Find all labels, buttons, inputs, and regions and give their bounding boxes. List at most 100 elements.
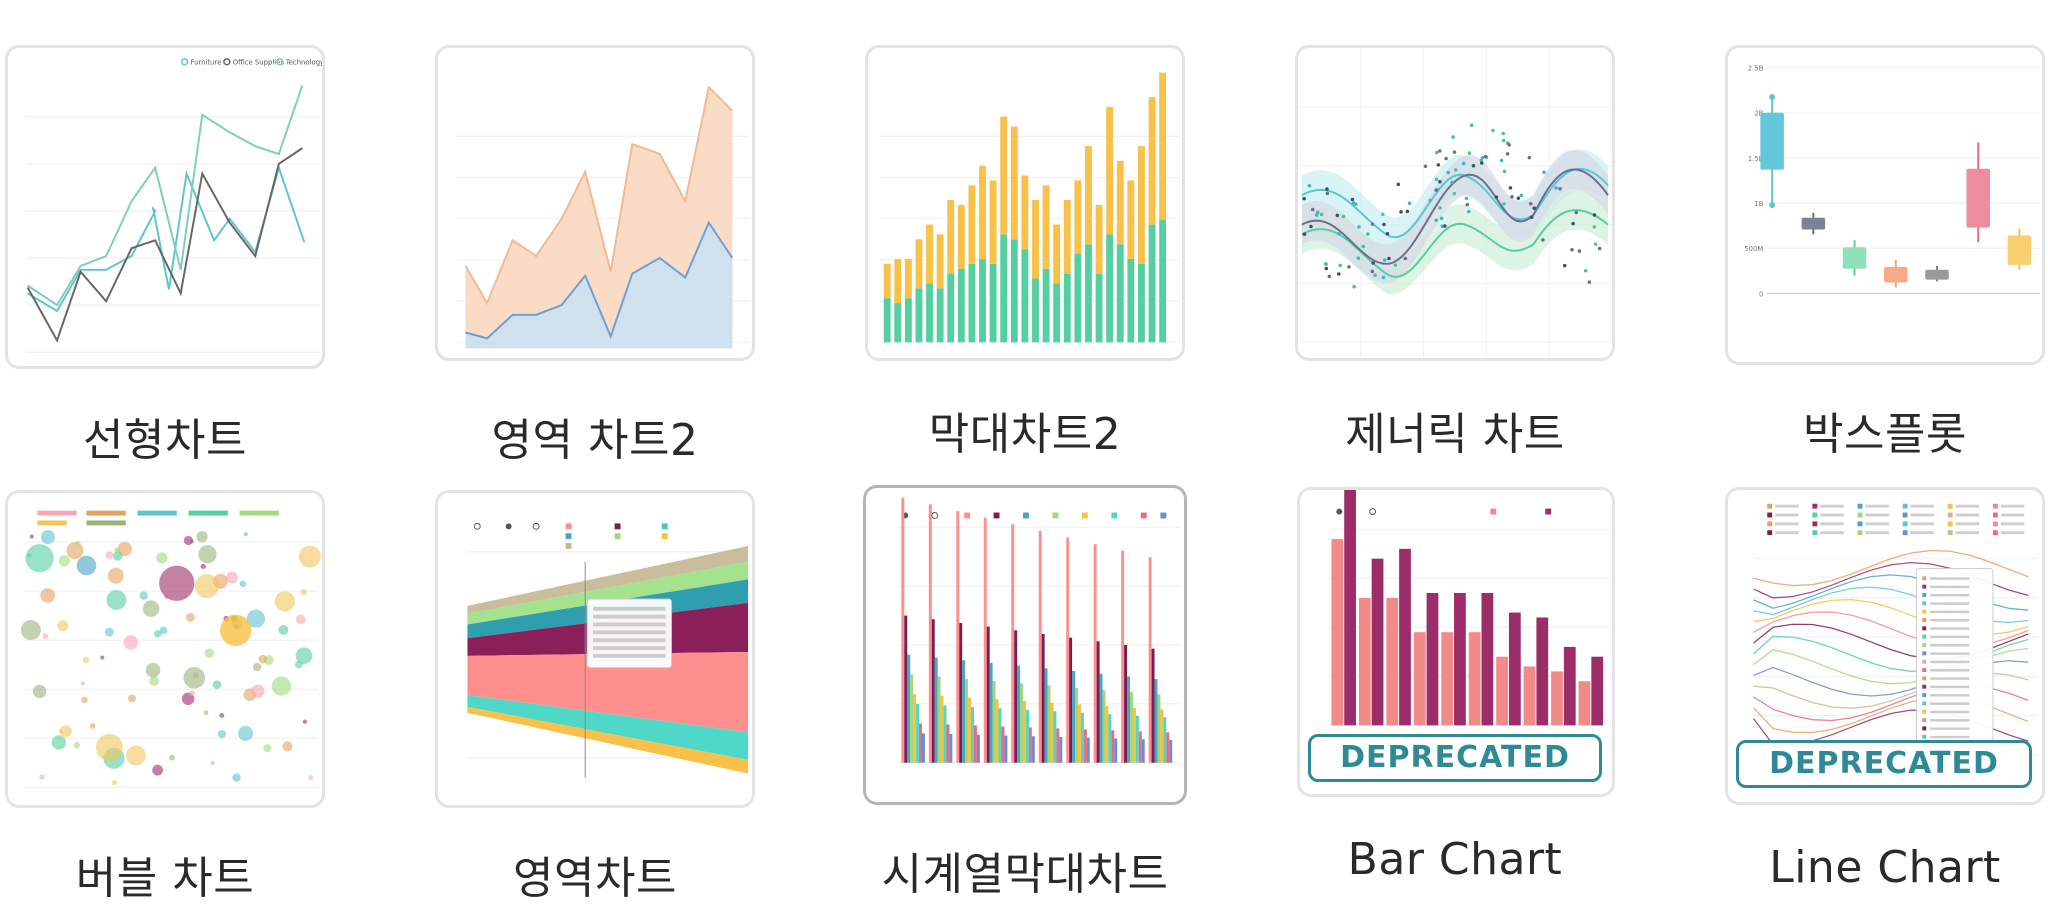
legend-label-placeholder [1865, 531, 1889, 535]
bar [1066, 537, 1070, 763]
bar-segment [883, 298, 891, 343]
chart-card-area[interactable] [435, 490, 755, 808]
chart-card-generic[interactable] [1295, 45, 1615, 361]
bar [1031, 736, 1035, 763]
tooltip-row [1930, 602, 1970, 605]
bar [1536, 617, 1549, 726]
tooltip-swatch [1922, 734, 1927, 739]
bar [968, 697, 972, 763]
bubble [25, 544, 54, 573]
legend-label-placeholder [1955, 504, 1980, 508]
bar-segment [1000, 116, 1008, 235]
bar-segment [1042, 185, 1050, 269]
data-point [1370, 269, 1375, 274]
bubble [243, 532, 248, 537]
chart-card-boxplot[interactable]: 2.5B 2B 1.5B 1B 500M 0 [1725, 45, 2045, 365]
bubble [51, 735, 67, 750]
bar [1093, 544, 1097, 763]
y-tick: 1.5B [1748, 155, 1764, 163]
bar-segment [1138, 146, 1145, 264]
chart-card-ts-bar[interactable] [863, 485, 1187, 805]
bubble [80, 681, 85, 686]
legend-swatch [1857, 512, 1863, 518]
bubble-points [20, 530, 321, 786]
bar-segment [947, 200, 955, 274]
bar [901, 497, 905, 763]
tooltip-row [1930, 577, 1970, 580]
bubble [128, 694, 137, 703]
chart-card-area2[interactable] [435, 45, 755, 361]
bar [919, 723, 922, 763]
bar [1127, 676, 1130, 763]
bar [1086, 737, 1090, 763]
bubble-legend [37, 510, 279, 526]
bar [1135, 715, 1139, 763]
bar-segment [936, 288, 944, 343]
bubble [212, 680, 222, 690]
bar [971, 706, 974, 763]
data-point [1434, 177, 1439, 182]
chart-card-bar2[interactable] [865, 45, 1185, 361]
bar [1096, 641, 1100, 763]
data-point [1464, 196, 1469, 201]
chart-card-bar-chart[interactable]: DEPRECATED [1297, 487, 1615, 797]
bar [1551, 671, 1563, 726]
data-point [1407, 201, 1412, 206]
chart-card-line-chart[interactable]: DEPRECATED [1725, 487, 2045, 805]
bubble [145, 662, 161, 678]
bar [1014, 630, 1018, 763]
bar [1426, 592, 1439, 726]
bubble [32, 684, 47, 699]
legend-label-placeholder [1955, 522, 1980, 526]
bubble [225, 571, 238, 584]
bar [998, 708, 1002, 763]
bubble [200, 563, 206, 570]
data-point [1467, 209, 1471, 214]
bubble [204, 648, 215, 658]
data-point [1554, 186, 1558, 190]
bubble [112, 551, 123, 561]
bar [986, 626, 990, 763]
bubble [232, 773, 241, 782]
chart-card-bubble[interactable] [5, 490, 325, 808]
legend-label-placeholder [1910, 513, 1935, 517]
legend-swatch [1812, 512, 1818, 518]
bar-segment [1074, 180, 1082, 255]
bubble [183, 666, 206, 689]
data-point [1310, 207, 1315, 212]
bar-segment [915, 288, 923, 343]
bar [1041, 633, 1045, 763]
bubble [156, 552, 168, 564]
bar [1025, 709, 1029, 763]
data-point [1587, 280, 1592, 284]
bar [1132, 707, 1136, 763]
legend-swatch [1767, 512, 1773, 518]
bar [1331, 539, 1344, 726]
bar [1148, 557, 1152, 763]
bar [928, 504, 932, 763]
data-point [1452, 150, 1457, 154]
bar [973, 725, 977, 763]
legend-label-placeholder [1955, 513, 1980, 517]
bubble [149, 676, 159, 686]
chart-title-line-chart: Line Chart [1769, 842, 2001, 893]
line-chart-legend [1767, 503, 2025, 536]
tooltip-row [1930, 710, 1970, 714]
data-point [1444, 156, 1448, 161]
bubble [159, 565, 195, 601]
data-point [1309, 224, 1313, 229]
bubble [107, 567, 124, 584]
bubble [210, 760, 215, 766]
bubble [253, 662, 262, 672]
bar [1481, 592, 1494, 726]
chart-card-line[interactable]: Furniture Office Supplies Technology [5, 45, 325, 369]
data-point [1351, 201, 1356, 205]
bar [983, 517, 987, 763]
bar-segment [1010, 239, 1018, 343]
data-point [1385, 231, 1390, 236]
bar [1141, 739, 1145, 763]
tooltip-swatch [1922, 701, 1927, 706]
tooltip-swatch [1922, 709, 1927, 714]
bubble [302, 719, 308, 724]
data-point [1436, 163, 1441, 167]
